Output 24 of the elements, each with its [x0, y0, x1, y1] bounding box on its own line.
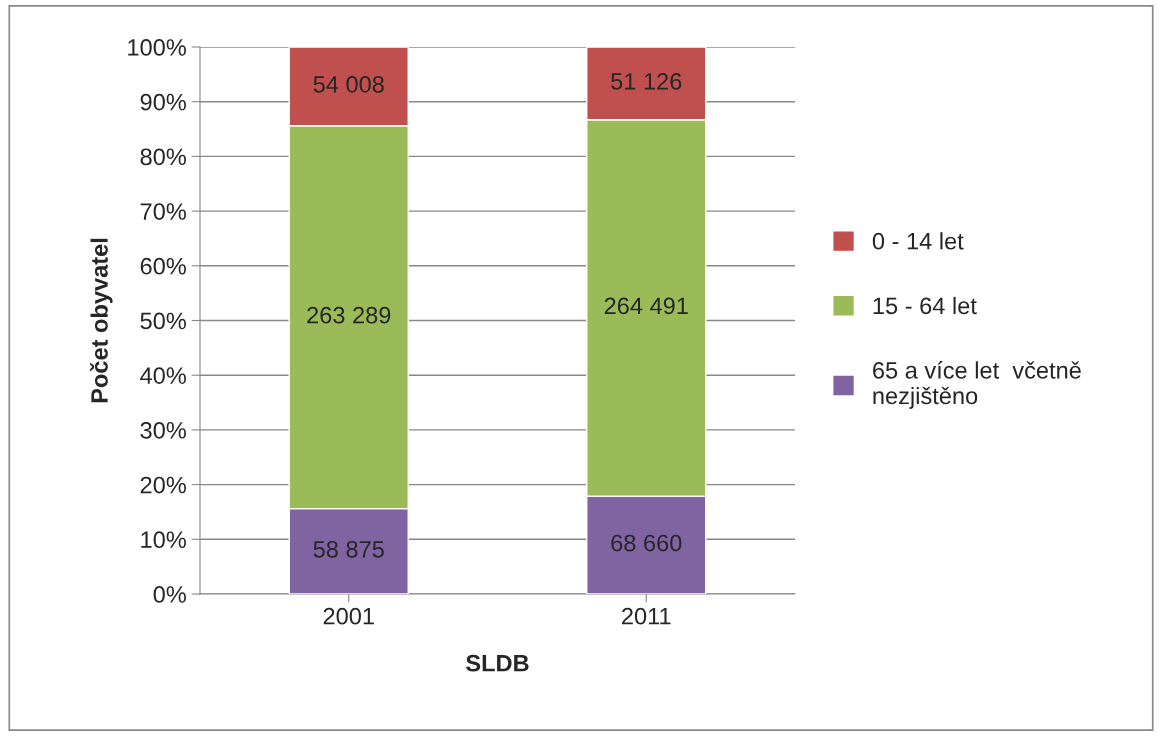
y-tick-label: 50% [140, 312, 186, 330]
x-axis-title: SLDB [466, 654, 529, 672]
y-tick-label: 60% [140, 257, 186, 275]
x-tick-label: 2001 [323, 607, 374, 625]
y-tick-label: 70% [140, 203, 186, 220]
y-tick-label: 100% [128, 39, 186, 56]
y-tick-label: 40% [140, 367, 186, 384]
annotation: 68 660 [611, 534, 682, 552]
x-tick-label: 2011 [622, 607, 671, 625]
legend-label: 0 - 14 let [872, 232, 964, 250]
y-tick-label: 0% [153, 586, 186, 603]
y-tick-label: 90% [140, 93, 186, 111]
annotation: 58 875 [313, 540, 384, 558]
y-tick-label: 20% [140, 476, 186, 494]
annotation: 51 126 [611, 72, 682, 90]
legend-label: 15 - 64 let [873, 296, 977, 315]
annotation: 264 491 [604, 297, 688, 315]
y-tick-label: 10% [141, 531, 186, 549]
annotation: 263 289 [307, 306, 391, 324]
annotation: 54 008 [313, 76, 384, 93]
y-tick-label: 30% [140, 421, 186, 439]
y-tick-label: 80% [140, 148, 186, 166]
y-axis-title: Počet obyvatel [90, 238, 113, 403]
legend-label: 65 a více let včetně nezjištěno [873, 361, 1081, 409]
